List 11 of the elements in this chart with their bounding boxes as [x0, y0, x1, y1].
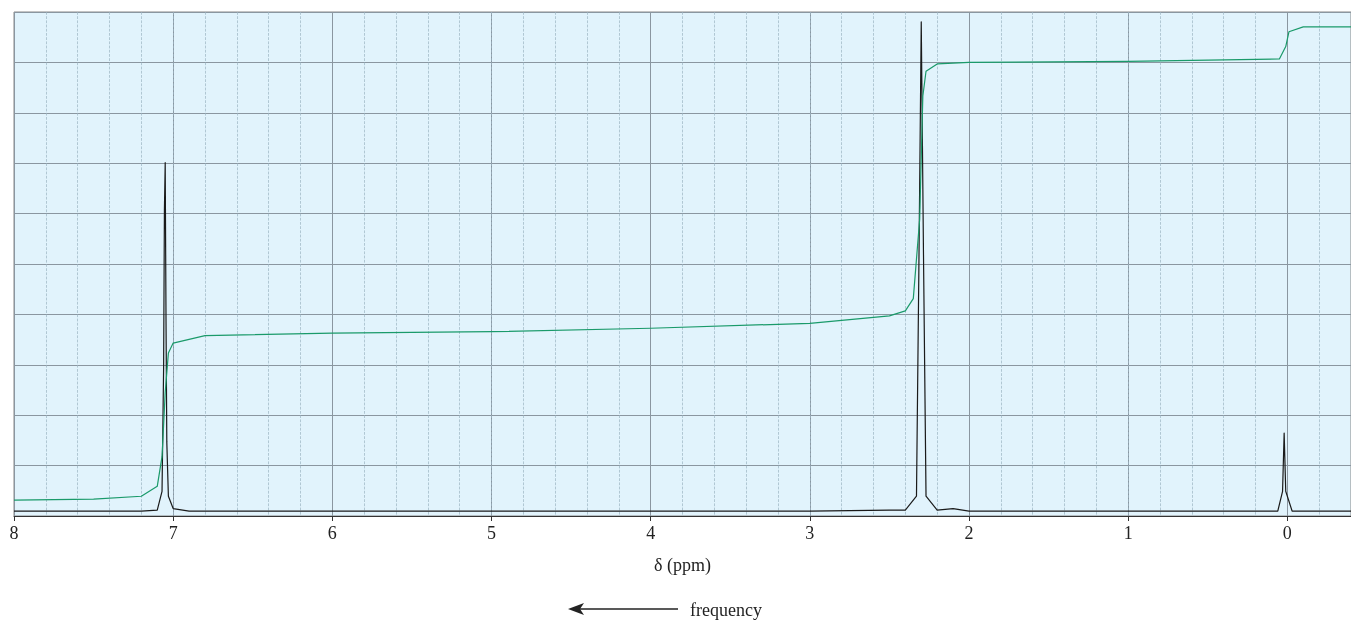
x-tick-label: 7	[168, 523, 178, 543]
x-tick-label: 4	[646, 523, 656, 543]
text: frequency	[690, 600, 762, 621]
x-tick-label: 3	[805, 523, 815, 543]
x-tick-label: 1	[1123, 523, 1133, 543]
x-tick-label: 2	[964, 523, 974, 543]
x-tick-label: 6	[327, 523, 337, 543]
x-tick-label: 8	[9, 523, 19, 543]
x-axis-title: δ (ppm)	[654, 555, 711, 576]
x-tick-label: 0	[1282, 523, 1292, 543]
x-tick-label: 5	[487, 523, 496, 543]
